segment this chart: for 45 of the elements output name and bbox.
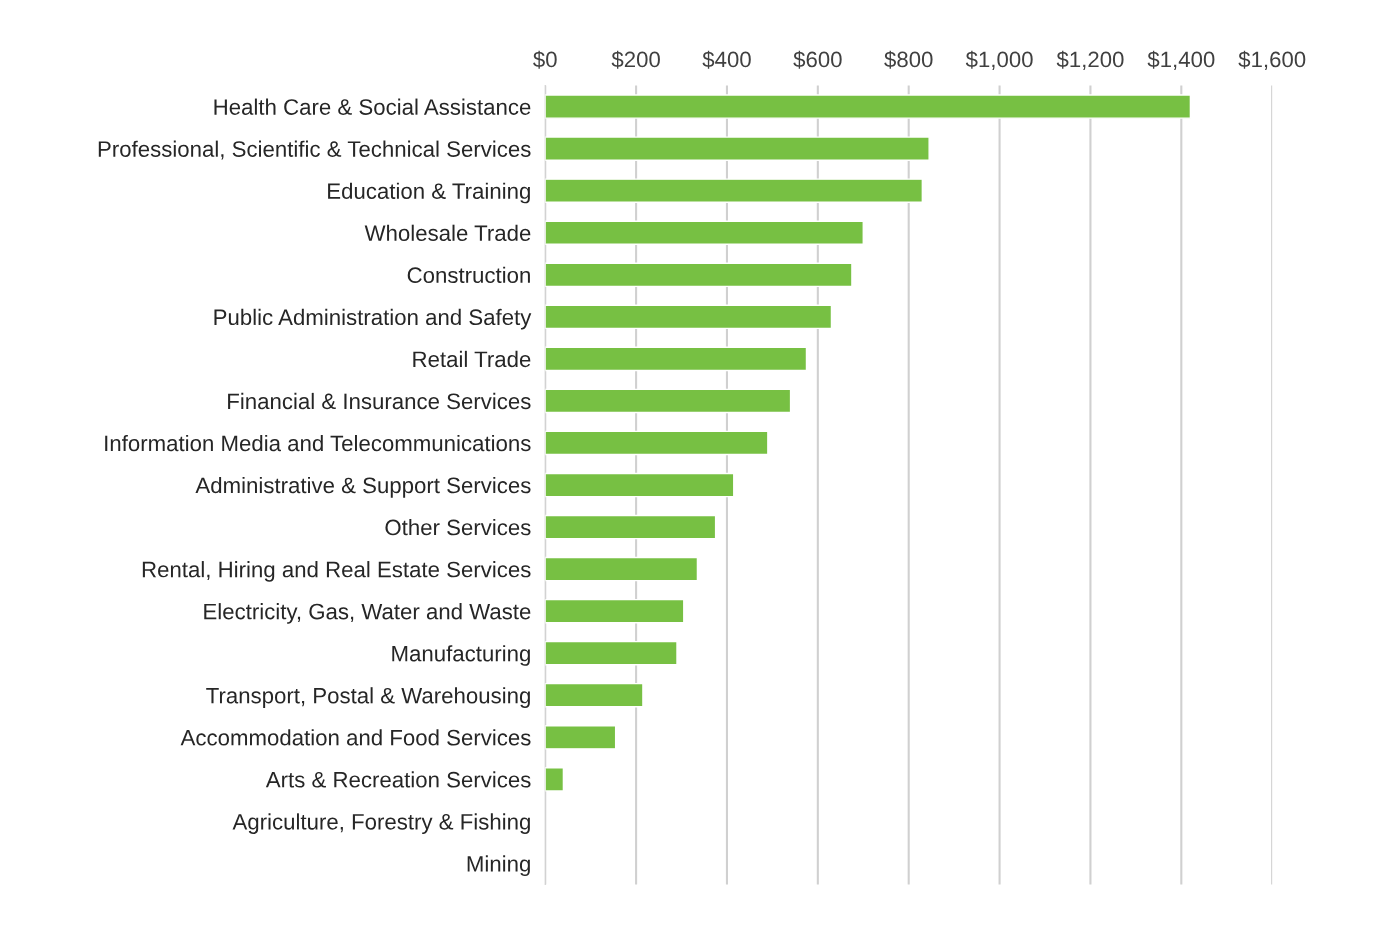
y-tick-label: Education & Training: [328, 182, 530, 204]
y-tick-label: Wholesale Trade: [364, 224, 531, 242]
bar: [545, 640, 678, 666]
y-tick-label: Professional, Scientific & Technical Services: [98, 140, 531, 160]
x-tick-label: $1,600: [1238, 50, 1306, 70]
bar: [545, 598, 685, 624]
y-tick-label: Public Administration and Safety: [214, 308, 532, 330]
y-tick-label: Agriculture, Forestry & Fishing: [232, 813, 530, 835]
x-tick-label: $0: [533, 50, 557, 69]
y-tick-label: Mining: [467, 855, 530, 877]
bar: [545, 472, 735, 498]
bar: [545, 682, 644, 708]
y-tick-label: Accommodation and Food Services: [180, 729, 531, 746]
bar: [545, 220, 864, 246]
y-tick-label: Transport, Postal & Warehousing: [206, 687, 530, 708]
x-tick-label: $600: [793, 50, 842, 69]
y-tick-label: Information Media and Telecommunications: [105, 434, 531, 452]
bar: [545, 388, 792, 414]
bar: [545, 136, 930, 161]
x-tick-label: $1,400: [1147, 50, 1215, 70]
bar: [545, 514, 717, 540]
y-tick-label: Electricity, Gas, Water and Waste: [204, 603, 531, 624]
y-tick-label: Health Care & Social Assistance: [214, 98, 531, 115]
bar: [545, 725, 617, 750]
bar: [545, 94, 1192, 119]
x-tick-label: $1,200: [1056, 50, 1124, 70]
y-tick-label: Retail Trade: [413, 350, 531, 368]
y-tick-label: Financial & Insurance Services: [228, 392, 531, 410]
x-tick-label: $400: [702, 50, 751, 69]
x-tick-label: $200: [611, 50, 660, 69]
y-tick-label: Arts & Recreation Services: [265, 771, 531, 788]
y-tick-label: Manufacturing: [392, 645, 530, 666]
y-tick-label: Rental, Hiring and Real Estate Services: [142, 561, 531, 582]
x-tick-label: $800: [884, 50, 933, 69]
bar: [545, 767, 565, 792]
bar: [545, 346, 808, 372]
bar: [545, 262, 853, 288]
y-tick-label: Other Services: [385, 519, 531, 536]
x-tick-label: $1,000: [965, 50, 1033, 70]
y-tick-label: Construction: [407, 266, 530, 284]
y-tick-label: Administrative & Support Services: [195, 476, 531, 498]
bar: [545, 178, 924, 203]
bar: [545, 430, 769, 456]
bar: [545, 556, 699, 582]
bar: [545, 304, 833, 330]
